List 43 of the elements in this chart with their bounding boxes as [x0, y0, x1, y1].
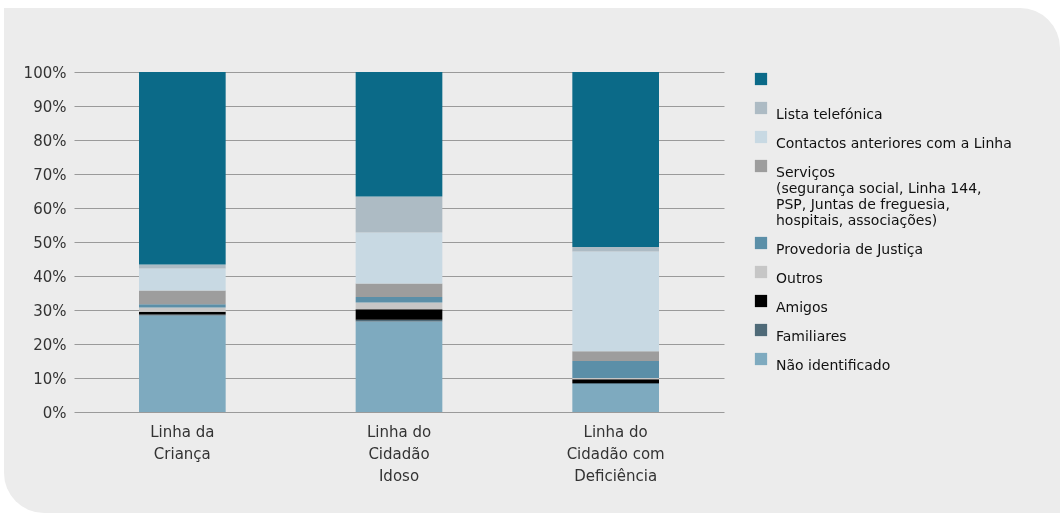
bar — [139, 268, 226, 291]
y-tick-label: 10% — [33, 369, 67, 388]
bar — [139, 304, 226, 308]
legend-label: Lista telefónica — [776, 106, 883, 122]
bar — [572, 361, 659, 378]
y-tick-label: 70% — [33, 165, 67, 184]
y-tick-label: 20% — [33, 335, 67, 354]
legend-label: Contactos anteriores com a Linha — [776, 135, 1012, 151]
legend-label: Não identificado — [776, 357, 891, 373]
y-tick-label: 90% — [33, 97, 67, 116]
y-tick-label: 0% — [42, 403, 67, 422]
bar — [572, 251, 659, 352]
y-tick-label: 30% — [33, 301, 67, 320]
legend-label: Provedoria de Justiça — [776, 241, 924, 257]
bar — [139, 307, 226, 312]
bar — [139, 264, 226, 269]
legend-label: Amigos — [776, 299, 828, 315]
x-tick-label: Linha do Cidadão Idoso — [366, 422, 432, 485]
bar — [572, 384, 659, 412]
bar — [355, 196, 443, 233]
legend-label: Outros — [776, 270, 823, 286]
bar — [139, 315, 226, 412]
bar — [572, 72, 659, 248]
bar — [139, 290, 226, 305]
bar — [355, 232, 443, 284]
bar — [139, 72, 226, 265]
x-tick-label: Linha da Criança — [150, 422, 215, 463]
bar — [572, 247, 659, 252]
x-tick-label: Linha do Cidadão com Deficiência — [566, 422, 665, 485]
y-tick-label: 100% — [23, 63, 67, 82]
bar — [355, 321, 443, 412]
legend-label: Serviços (segurança social, Linha 144, PSP, Juntas de freguesia, hospitais, associações) — [776, 164, 982, 228]
y-tick-label: 50% — [33, 233, 67, 252]
bar — [355, 283, 443, 298]
bar — [572, 351, 659, 361]
y-tick-label: 80% — [33, 131, 67, 150]
y-tick-label: 40% — [33, 267, 67, 286]
y-tick-label: 60% — [33, 199, 67, 218]
bar — [355, 72, 443, 197]
legend-label: Familiares — [776, 328, 847, 344]
bar — [572, 379, 659, 384]
bar — [355, 297, 443, 303]
bar — [355, 309, 443, 320]
